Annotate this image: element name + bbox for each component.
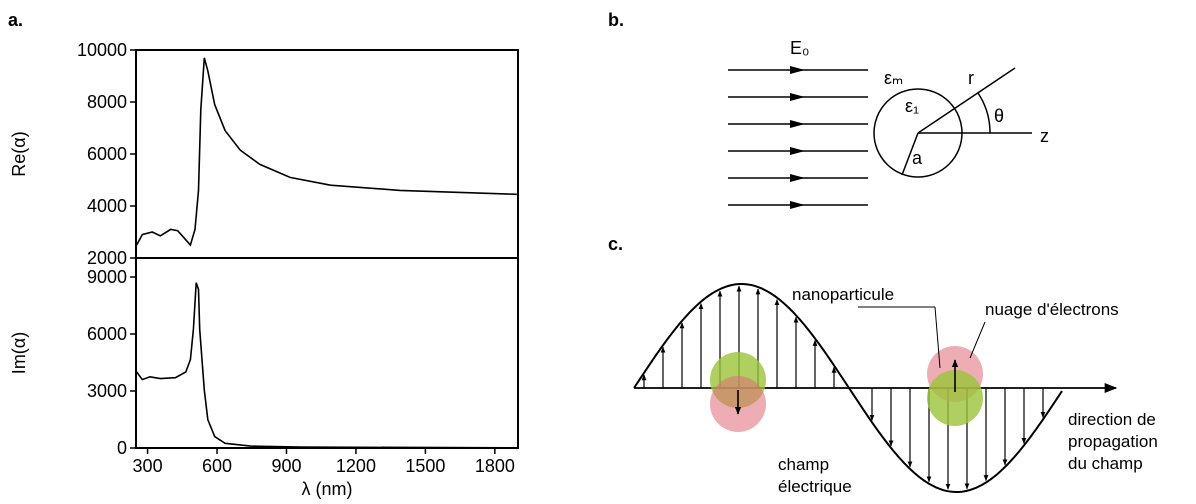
- r-vector: [917, 67, 1016, 134]
- plot-frame: [135, 257, 519, 449]
- data-line: [136, 282, 517, 449]
- label: z: [1040, 126, 1049, 146]
- y-tick-label: 9000: [87, 267, 127, 287]
- diagram-b: [728, 66, 1032, 209]
- radius: [901, 132, 919, 176]
- y-tick-label: 8000: [87, 92, 127, 112]
- y-axis-label: Re(α): [9, 131, 29, 176]
- x-tick-label: 1500: [405, 456, 445, 476]
- x-tick-label: 900: [271, 456, 301, 476]
- label: ε₁: [905, 96, 919, 116]
- label: électrique: [778, 477, 852, 496]
- data-line: [135, 57, 517, 247]
- label: du champ: [1068, 454, 1143, 473]
- label: nuage d'électrons: [985, 300, 1119, 319]
- label: direction de: [1068, 410, 1156, 429]
- label: r: [968, 68, 974, 88]
- arrowheads: [790, 66, 805, 209]
- x-tick-label: 1800: [475, 456, 515, 476]
- particle: [927, 370, 983, 426]
- x-tick-label: 1200: [336, 456, 376, 476]
- panel-label: c.: [608, 234, 623, 254]
- plot-frame: [135, 49, 519, 259]
- label: E₀: [790, 38, 809, 58]
- y-tick-label: 0: [117, 438, 127, 458]
- y-tick-label: 10000: [77, 40, 127, 60]
- label: θ: [994, 106, 1004, 126]
- y-tick-label: 4000: [87, 196, 127, 216]
- label: nanoparticule: [792, 285, 894, 304]
- y-tick-label: 6000: [87, 324, 127, 344]
- x-tick-label: 600: [202, 456, 232, 476]
- wave: [633, 283, 1063, 493]
- label: champ: [778, 455, 829, 474]
- y-tick-label: 3000: [87, 381, 127, 401]
- diagram-c: [633, 283, 1118, 493]
- y-tick-label: 2000: [87, 248, 127, 268]
- x-tick-label: 300: [133, 456, 163, 476]
- panel-label: b.: [608, 10, 624, 30]
- x-axis-label: λ (nm): [302, 479, 353, 499]
- y-tick-label: 6000: [87, 144, 127, 164]
- y-axis-label: Im(α): [9, 332, 29, 374]
- panel-label: a.: [8, 10, 23, 30]
- label: propagation: [1068, 432, 1158, 451]
- angle-arc: [977, 92, 991, 134]
- label: a: [912, 148, 923, 168]
- leader: [934, 306, 941, 369]
- leader: [969, 321, 986, 359]
- label: εₘ: [884, 68, 903, 88]
